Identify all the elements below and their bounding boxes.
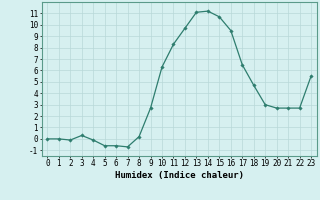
X-axis label: Humidex (Indice chaleur): Humidex (Indice chaleur) bbox=[115, 171, 244, 180]
